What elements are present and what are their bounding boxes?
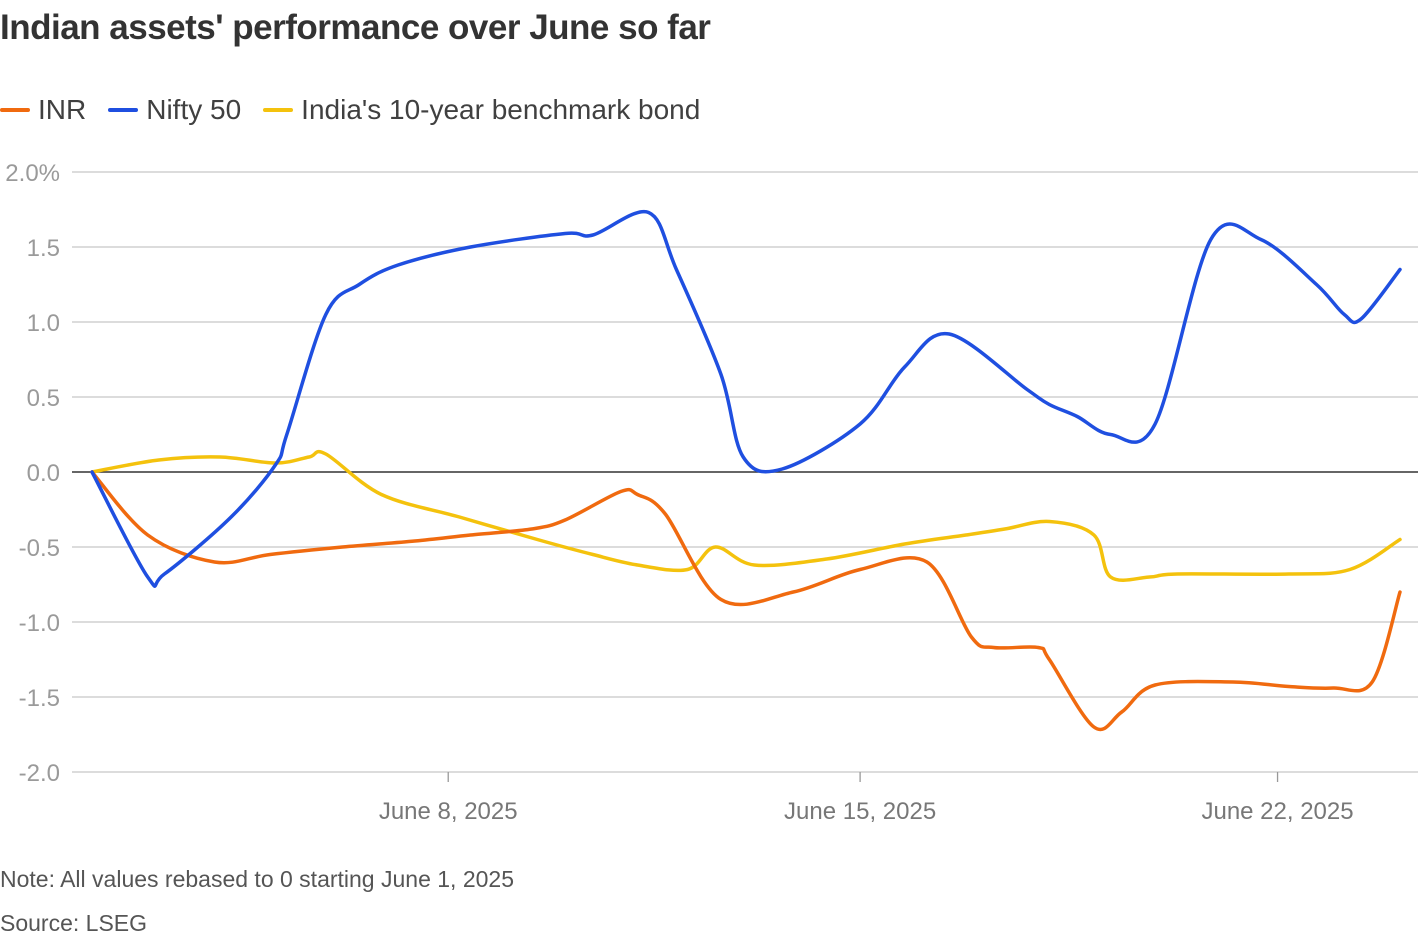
y-tick-label: -1.5 <box>19 685 60 712</box>
y-tick-label: 0.5 <box>27 385 60 412</box>
legend-label-nifty: Nifty 50 <box>146 94 242 125</box>
legend-item-bond: India's 10-year benchmark bond <box>263 94 700 126</box>
series-line-inr <box>90 470 1402 732</box>
series-line-bond <box>90 449 1402 582</box>
y-tick-label: 2.0% <box>5 160 60 187</box>
series-lines <box>90 209 1402 732</box>
y-tick-label: -0.5 <box>19 535 60 562</box>
y-tick-label: 1.0 <box>27 310 60 337</box>
chart-note: Note: All values rebased to 0 starting J… <box>0 866 514 892</box>
x-tick-label: June 8, 2025 <box>379 798 518 825</box>
x-tick-label: June 22, 2025 <box>1201 798 1353 825</box>
legend-swatch-inr <box>0 108 30 112</box>
y-tick-label: 1.5 <box>27 235 60 262</box>
y-tick-label: -1.0 <box>19 610 60 637</box>
series-line-nifty <box>90 209 1402 588</box>
y-tick-label: 0.0 <box>27 460 60 487</box>
y-tick-label: -2.0 <box>19 760 60 787</box>
legend-label-bond: India's 10-year benchmark bond <box>301 94 701 125</box>
legend-item-nifty: Nifty 50 <box>108 94 241 126</box>
chart-title: Indian assets' performance over June so … <box>0 8 711 47</box>
x-tick-label: June 15, 2025 <box>784 798 936 825</box>
x-axis: June 8, 2025 June 15, 2025 June 22, 2025 <box>379 772 1354 825</box>
grid <box>72 171 1418 773</box>
legend-swatch-nifty <box>108 108 139 112</box>
y-axis-labels: 2.0% 1.5 1.0 0.5 0.0 -0.5 -1.0 -1.5 -2.0 <box>5 160 60 787</box>
legend-label-inr: INR <box>38 94 87 125</box>
legend-swatch-bond <box>263 108 294 112</box>
legend: INR Nifty 50 India's 10-year benchmark b… <box>0 94 722 126</box>
line-chart: 2.0% 1.5 1.0 0.5 0.0 -0.5 -1.0 -1.5 -2.0 June 8,… <box>5 160 1418 825</box>
legend-item-inr: INR <box>0 94 86 126</box>
chart-source: Source: LSEG <box>0 910 148 936</box>
